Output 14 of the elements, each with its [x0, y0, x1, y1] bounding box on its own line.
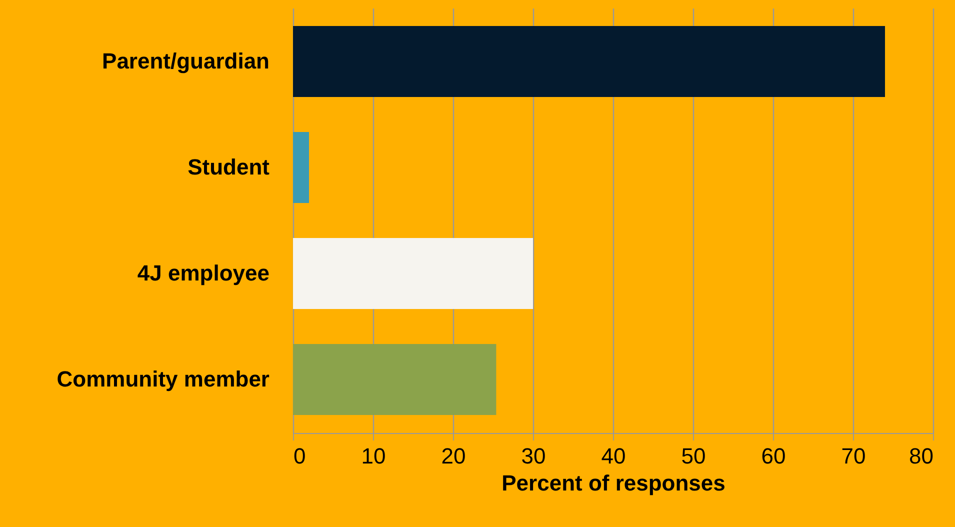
x-tick-label: 40	[601, 444, 626, 468]
x-tick-label: 70	[841, 444, 866, 468]
x-axis-title: Percent of responses	[502, 470, 726, 496]
x-tick-label: 10	[361, 444, 386, 468]
y-tick-label: Community member	[56, 366, 270, 392]
x-tick-label: 50	[681, 444, 706, 468]
y-tick-label: 4J employee	[137, 260, 270, 286]
x-tick-label: 80	[909, 444, 934, 468]
y-tick-label: Student	[188, 154, 270, 180]
y-tick-label: Parent/guardian	[102, 48, 270, 74]
x-tick-label: 20	[441, 444, 466, 468]
x-tick-label: 30	[521, 444, 546, 468]
x-tick-label: 0	[294, 444, 306, 468]
x-tick-label: 60	[761, 444, 786, 468]
